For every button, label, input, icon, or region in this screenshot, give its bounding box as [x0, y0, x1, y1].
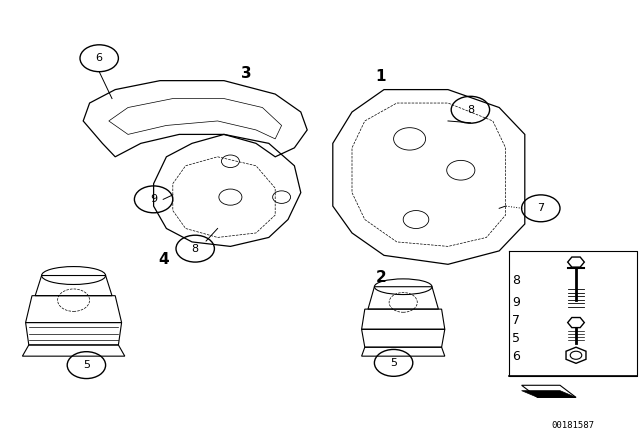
- Text: 5: 5: [513, 332, 520, 345]
- Text: 8: 8: [513, 273, 520, 287]
- Polygon shape: [522, 391, 576, 397]
- Text: 6: 6: [513, 349, 520, 363]
- Text: 9: 9: [513, 296, 520, 309]
- Text: 3: 3: [241, 66, 252, 82]
- Text: 00181587: 00181587: [551, 421, 595, 430]
- Text: 7: 7: [537, 203, 545, 213]
- Text: 9: 9: [150, 194, 157, 204]
- Text: 6: 6: [96, 53, 102, 63]
- Text: 7: 7: [513, 314, 520, 327]
- Text: 1: 1: [376, 69, 386, 84]
- Text: 5: 5: [83, 360, 90, 370]
- Text: 2: 2: [376, 270, 386, 285]
- Text: 8: 8: [191, 244, 199, 254]
- Text: 5: 5: [390, 358, 397, 368]
- Text: 4: 4: [158, 252, 168, 267]
- Text: 8: 8: [467, 105, 474, 115]
